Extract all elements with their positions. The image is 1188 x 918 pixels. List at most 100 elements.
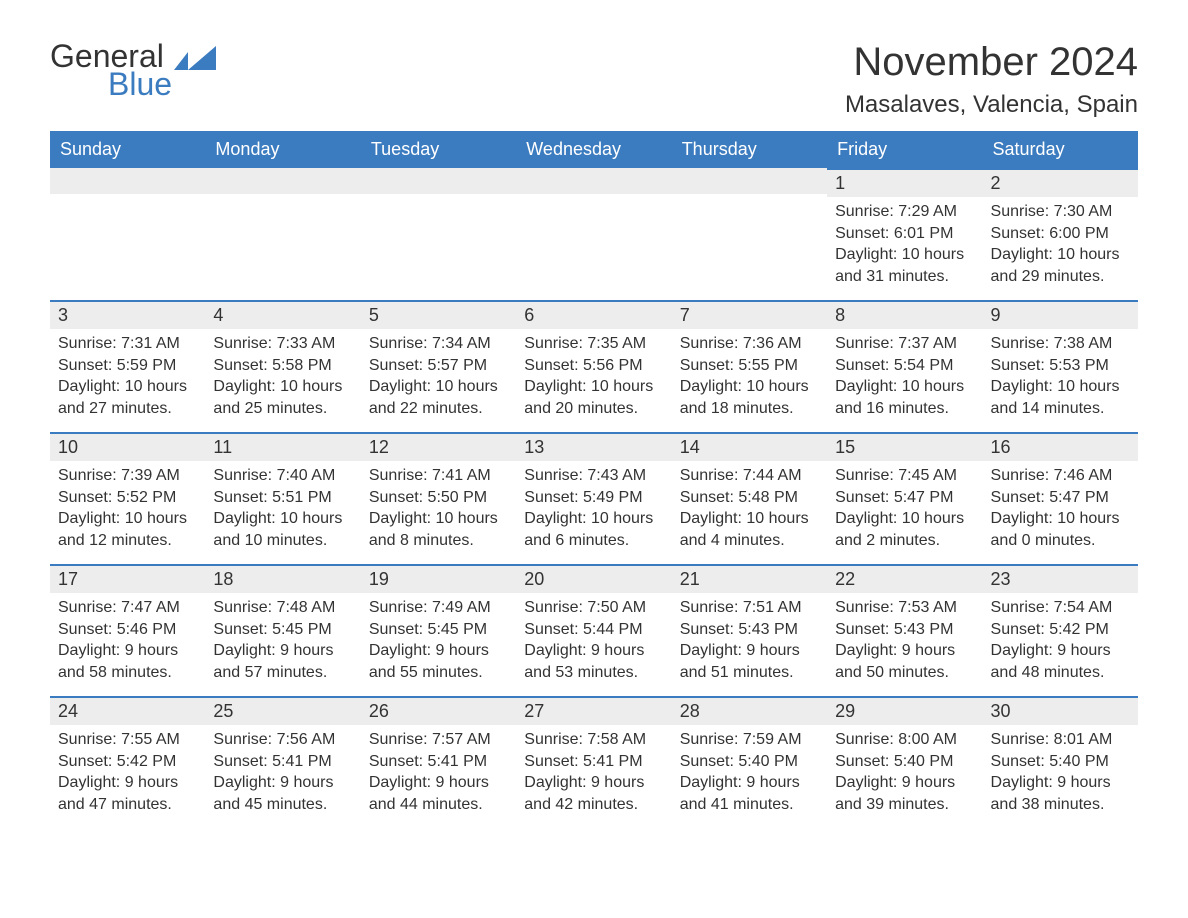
daylight-line-2: and 44 minutes. [369,794,508,816]
day-number: 29 [827,696,982,725]
day-number: 10 [50,432,205,461]
calendar-cell: 23Sunrise: 7:54 AMSunset: 5:42 PMDayligh… [983,564,1138,696]
daylight-line-2: and 42 minutes. [524,794,663,816]
sunset-line: Sunset: 5:49 PM [524,487,663,509]
sunset-line: Sunset: 5:57 PM [369,355,508,377]
day-details: Sunrise: 7:39 AMSunset: 5:52 PMDaylight:… [50,461,205,551]
daylight-line-1: Daylight: 10 hours [680,376,819,398]
daylight-line-2: and 55 minutes. [369,662,508,684]
day-details: Sunrise: 7:58 AMSunset: 5:41 PMDaylight:… [516,725,671,815]
sunrise-line: Sunrise: 7:43 AM [524,465,663,487]
day-details: Sunrise: 7:47 AMSunset: 5:46 PMDaylight:… [50,593,205,683]
calendar-cell [516,168,671,300]
sunset-line: Sunset: 5:50 PM [369,487,508,509]
daylight-line-1: Daylight: 9 hours [58,640,197,662]
sunrise-line: Sunrise: 7:44 AM [680,465,819,487]
day-number: 19 [361,564,516,593]
day-number: 4 [205,300,360,329]
logo-flag-icon [174,46,216,70]
weekday-header: Thursday [672,131,827,168]
day-details: Sunrise: 7:54 AMSunset: 5:42 PMDaylight:… [983,593,1138,683]
sunrise-line: Sunrise: 7:41 AM [369,465,508,487]
sunrise-line: Sunrise: 7:53 AM [835,597,974,619]
day-details: Sunrise: 7:43 AMSunset: 5:49 PMDaylight:… [516,461,671,551]
daylight-line-1: Daylight: 10 hours [524,508,663,530]
calendar-cell: 15Sunrise: 7:45 AMSunset: 5:47 PMDayligh… [827,432,982,564]
calendar-cell: 22Sunrise: 7:53 AMSunset: 5:43 PMDayligh… [827,564,982,696]
logo: General Blue [50,40,216,100]
sunrise-line: Sunrise: 7:33 AM [213,333,352,355]
daylight-line-1: Daylight: 9 hours [524,772,663,794]
calendar-week: 3Sunrise: 7:31 AMSunset: 5:59 PMDaylight… [50,300,1138,432]
sunset-line: Sunset: 5:42 PM [58,751,197,773]
calendar-cell: 17Sunrise: 7:47 AMSunset: 5:46 PMDayligh… [50,564,205,696]
calendar-cell: 14Sunrise: 7:44 AMSunset: 5:48 PMDayligh… [672,432,827,564]
calendar-cell: 30Sunrise: 8:01 AMSunset: 5:40 PMDayligh… [983,696,1138,828]
sunrise-line: Sunrise: 7:35 AM [524,333,663,355]
daylight-line-1: Daylight: 9 hours [58,772,197,794]
sunset-line: Sunset: 5:40 PM [680,751,819,773]
day-number: 6 [516,300,671,329]
day-details: Sunrise: 7:48 AMSunset: 5:45 PMDaylight:… [205,593,360,683]
daylight-line-2: and 48 minutes. [991,662,1130,684]
daylight-line-1: Daylight: 9 hours [524,640,663,662]
day-details: Sunrise: 7:59 AMSunset: 5:40 PMDaylight:… [672,725,827,815]
daylight-line-1: Daylight: 10 hours [991,244,1130,266]
daylight-line-2: and 10 minutes. [213,530,352,552]
calendar-cell: 18Sunrise: 7:48 AMSunset: 5:45 PMDayligh… [205,564,360,696]
empty-day-bar [50,168,205,194]
sunrise-line: Sunrise: 7:37 AM [835,333,974,355]
daylight-line-1: Daylight: 10 hours [991,376,1130,398]
weekday-header: Monday [205,131,360,168]
day-number: 21 [672,564,827,593]
day-number: 14 [672,432,827,461]
daylight-line-1: Daylight: 9 hours [680,640,819,662]
daylight-line-2: and 27 minutes. [58,398,197,420]
day-number: 3 [50,300,205,329]
sunset-line: Sunset: 5:46 PM [58,619,197,641]
day-number: 17 [50,564,205,593]
sunset-line: Sunset: 5:58 PM [213,355,352,377]
daylight-line-1: Daylight: 9 hours [991,772,1130,794]
empty-day-bar [205,168,360,194]
day-details: Sunrise: 8:00 AMSunset: 5:40 PMDaylight:… [827,725,982,815]
daylight-line-2: and 22 minutes. [369,398,508,420]
daylight-line-1: Daylight: 9 hours [835,640,974,662]
calendar-cell: 12Sunrise: 7:41 AMSunset: 5:50 PMDayligh… [361,432,516,564]
day-details: Sunrise: 7:40 AMSunset: 5:51 PMDaylight:… [205,461,360,551]
calendar-cell: 9Sunrise: 7:38 AMSunset: 5:53 PMDaylight… [983,300,1138,432]
daylight-line-1: Daylight: 10 hours [835,508,974,530]
day-details: Sunrise: 7:56 AMSunset: 5:41 PMDaylight:… [205,725,360,815]
day-number: 20 [516,564,671,593]
day-details: Sunrise: 7:31 AMSunset: 5:59 PMDaylight:… [50,329,205,419]
daylight-line-1: Daylight: 9 hours [680,772,819,794]
day-number: 15 [827,432,982,461]
weekday-header: Wednesday [516,131,671,168]
calendar-cell: 3Sunrise: 7:31 AMSunset: 5:59 PMDaylight… [50,300,205,432]
sunset-line: Sunset: 5:55 PM [680,355,819,377]
day-number: 1 [827,168,982,197]
sunrise-line: Sunrise: 7:29 AM [835,201,974,223]
sunrise-line: Sunrise: 7:57 AM [369,729,508,751]
calendar-week: 24Sunrise: 7:55 AMSunset: 5:42 PMDayligh… [50,696,1138,828]
daylight-line-2: and 25 minutes. [213,398,352,420]
sunrise-line: Sunrise: 7:56 AM [213,729,352,751]
sunrise-line: Sunrise: 7:50 AM [524,597,663,619]
day-details: Sunrise: 7:57 AMSunset: 5:41 PMDaylight:… [361,725,516,815]
daylight-line-1: Daylight: 10 hours [58,376,197,398]
sunset-line: Sunset: 5:41 PM [524,751,663,773]
day-number: 11 [205,432,360,461]
sunrise-line: Sunrise: 7:30 AM [991,201,1130,223]
weekday-header: Tuesday [361,131,516,168]
day-details: Sunrise: 7:45 AMSunset: 5:47 PMDaylight:… [827,461,982,551]
day-number: 26 [361,696,516,725]
sunrise-line: Sunrise: 7:46 AM [991,465,1130,487]
month-title: November 2024 [845,40,1138,85]
calendar-cell: 10Sunrise: 7:39 AMSunset: 5:52 PMDayligh… [50,432,205,564]
sunrise-line: Sunrise: 7:51 AM [680,597,819,619]
sunset-line: Sunset: 6:00 PM [991,223,1130,245]
daylight-line-1: Daylight: 9 hours [835,772,974,794]
calendar-cell: 1Sunrise: 7:29 AMSunset: 6:01 PMDaylight… [827,168,982,300]
sunset-line: Sunset: 5:44 PM [524,619,663,641]
sunset-line: Sunset: 5:40 PM [991,751,1130,773]
